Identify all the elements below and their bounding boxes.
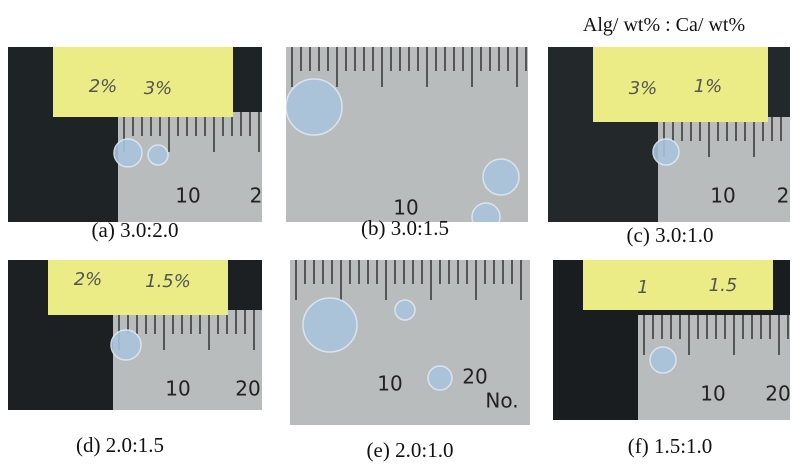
caption: (b) 3.0:1.5 <box>361 216 449 241</box>
ruler-number: 10 <box>700 382 725 406</box>
ruler-number: No. <box>485 389 518 413</box>
sticky-note <box>583 260 773 310</box>
ruler-number: 10 <box>377 372 402 396</box>
note-text: 2% <box>74 269 103 290</box>
ruler-number: 10 <box>165 377 190 401</box>
gel-bead <box>114 139 142 167</box>
ruler-number: 20 <box>235 377 260 401</box>
photo: 10 20 1 1.5 <box>553 260 790 420</box>
ruler-number: 10 <box>175 184 200 208</box>
caption: (d) 2.0:1.5 <box>76 433 164 458</box>
legend-text: Alg/ wt% : Ca/ wt% <box>530 14 798 37</box>
ruler-number: 20 <box>462 365 487 389</box>
gel-bead <box>428 366 452 390</box>
gel-bead <box>286 79 342 135</box>
note-text: 2% <box>89 76 118 97</box>
ruler-number: 2 <box>250 184 262 208</box>
photo: 10 20 2% 1.5% <box>8 260 262 410</box>
caption: (e) 2.0:1.0 <box>367 438 454 463</box>
gel-bead <box>483 159 519 195</box>
ruler-number: 10 <box>710 184 735 208</box>
gel-bead <box>650 347 676 373</box>
note-text: 1.5% <box>145 271 191 292</box>
caption: (f) 1.5:1.0 <box>628 434 713 459</box>
photo: 10 2 3% 1% <box>548 47 790 222</box>
gel-bead <box>653 139 679 165</box>
gel-bead <box>111 330 141 360</box>
caption: (c) 3.0:1.0 <box>627 223 714 248</box>
ruler-number: 2 <box>777 184 790 208</box>
gel-bead <box>395 300 415 320</box>
note-text: 3% <box>629 78 658 99</box>
gel-bead <box>303 298 357 352</box>
photo: 10 2 2% 3% <box>8 47 262 222</box>
gel-bead <box>148 145 168 165</box>
sticky-note <box>593 47 768 122</box>
figure: Alg/ wt% : Ca/ wt% 1022%3%(a) 3.0:2.010(… <box>0 0 798 475</box>
note-text: 1% <box>694 76 723 97</box>
note-text: 3% <box>144 78 173 99</box>
photo: 10 <box>286 47 528 222</box>
note-text: 1.5 <box>709 275 738 296</box>
caption: (a) 3.0:2.0 <box>92 218 179 243</box>
ruler-number: 20 <box>765 382 790 406</box>
note-text: 1 <box>637 277 648 298</box>
